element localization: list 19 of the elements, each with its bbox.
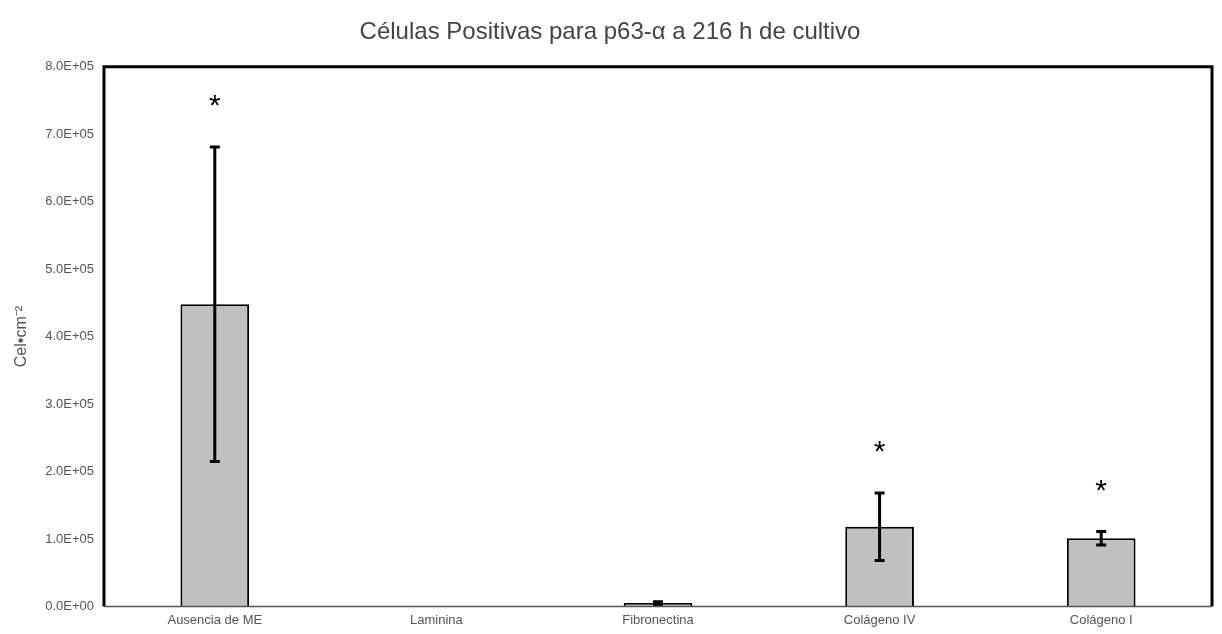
chart-title: Células Positivas para p63-α a 216 h de cultivo (359, 17, 861, 45)
x-tick-label: Colágeno I (1069, 611, 1133, 627)
x-tick-label: Laminina (410, 611, 464, 627)
y-tick-label: 4.0E+05 (45, 328, 94, 344)
y-tick-label: 6.0E+05 (45, 193, 94, 209)
annotation: * (208, 88, 221, 122)
y-tick-label: 8.0E+05 (45, 58, 94, 74)
y-tick-label: 7.0E+05 (45, 125, 94, 141)
x-tick-label: Fibronectina (622, 611, 695, 627)
y-tick-label: 0.0E+00 (45, 597, 94, 613)
annotation: * (873, 434, 886, 468)
y-tick-label: 2.0E+05 (45, 463, 94, 479)
y-axis-title: Cel•cm⁻² (12, 305, 30, 368)
x-tick-label: Ausencia de ME (167, 611, 263, 627)
x-tick-label: Colágeno IV (843, 611, 916, 627)
y-tick-label: 1.0E+05 (45, 530, 94, 546)
annotation: * (1095, 472, 1108, 506)
y-tick-label: 3.0E+05 (45, 395, 94, 411)
y-tick-label: 5.0E+05 (45, 260, 94, 276)
